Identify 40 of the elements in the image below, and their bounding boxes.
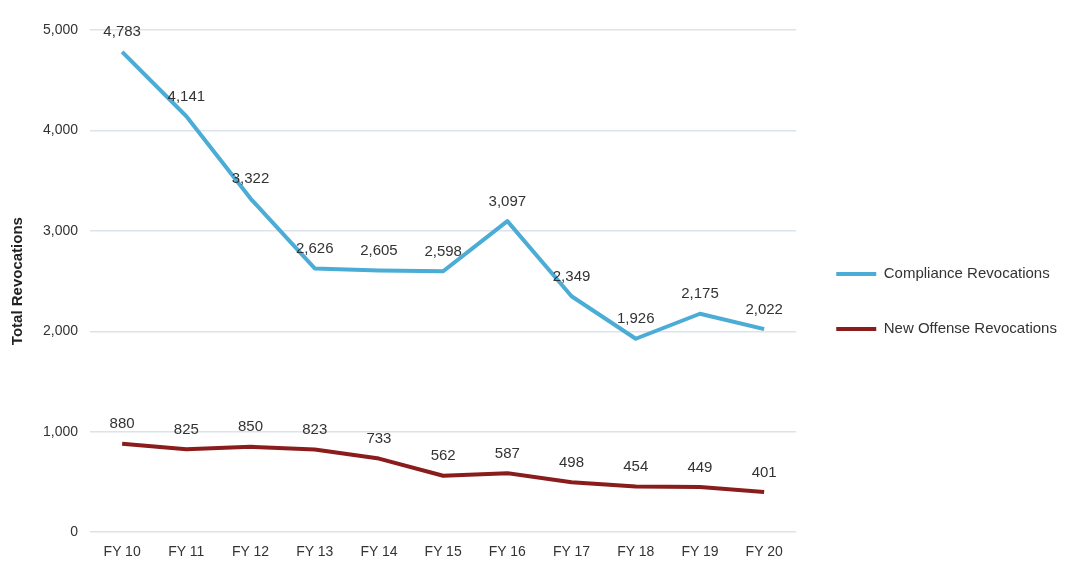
y-tick-label: 1,000 [42,422,79,439]
data-label: 825 [173,419,199,437]
data-label: 880 [109,414,135,432]
y-tick-label: 2,000 [42,322,79,339]
x-tick-label: FY 14 [360,543,398,560]
data-label: 4,783 [103,22,141,40]
data-label: 562 [430,446,456,464]
data-label: 2,175 [681,284,719,302]
x-tick-label: FY 10 [103,543,141,560]
x-tick-label: FY 13 [296,543,334,560]
data-label: 2,605 [360,241,398,259]
y-axis-title: Total Revocations [8,217,26,346]
data-label: 449 [687,457,713,475]
data-label: 1,926 [616,309,655,327]
x-tick-label: FY 17 [552,543,591,560]
data-label: 823 [302,420,328,438]
y-tick-label: 5,000 [42,20,79,37]
x-tick-label: FY 20 [745,543,783,560]
data-label: 2,022 [745,299,783,317]
legend-label: New Offense Revocations [883,319,1057,337]
data-label: 2,626 [295,239,334,257]
data-label: 4,141 [167,86,206,104]
y-tick-label: 4,000 [42,121,79,138]
data-label: 2,598 [424,241,462,259]
x-tick-label: FY 11 [168,543,205,560]
x-tick-label: FY 18 [617,543,655,560]
x-tick-label: FY 16 [488,543,527,560]
data-label: 498 [559,452,585,470]
data-label: 587 [494,443,520,461]
data-label: 850 [238,417,264,435]
x-tick-label: FY 12 [231,543,270,560]
y-tick-label: 3,000 [42,221,79,238]
legend-label: Compliance Revocations [883,264,1050,282]
x-tick-label: FY 15 [424,543,462,560]
data-label: 733 [366,429,392,447]
y-tick-label: 0 [70,523,79,540]
data-label: 454 [623,457,649,475]
data-label: 3,097 [488,191,527,209]
data-label: 401 [751,462,777,480]
x-tick-label: FY 19 [681,543,719,560]
